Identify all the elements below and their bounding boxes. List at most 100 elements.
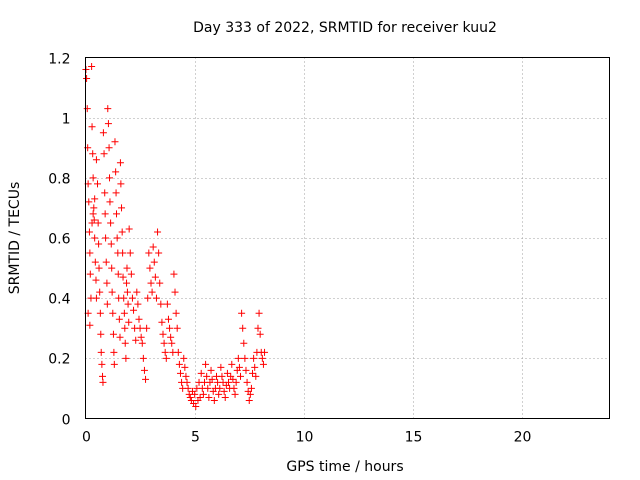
data-point [136,324,144,332]
data-point [162,354,170,362]
data-point [184,384,192,392]
data-point [90,204,98,212]
data-point [149,243,157,251]
data-point [197,369,205,377]
data-point [104,120,112,128]
data-point [167,333,175,341]
data-point [133,288,141,296]
data-point [123,288,131,296]
data-point [186,393,194,401]
data-point [135,315,143,323]
data-point [163,300,171,308]
data-point [83,105,91,113]
data-point [91,258,99,266]
data-point [168,339,176,347]
data-point [237,372,245,380]
data-point [254,324,262,332]
data-point [210,396,218,404]
data-point [124,300,132,308]
data-point [241,354,249,362]
data-point [107,240,115,248]
x-tick-label: 5 [191,430,200,446]
data-point [92,276,100,284]
data-point [139,354,147,362]
data-point [88,219,96,227]
data-point [207,366,215,374]
data-point [180,354,188,362]
x-tick-label: 15 [405,430,423,446]
data-point [159,330,167,338]
data-point [103,300,111,308]
axis-ticks [86,58,610,420]
data-point [108,288,116,296]
data-point [127,270,135,278]
data-point [114,270,122,278]
data-point [239,324,247,332]
x-axis-label: GPS time / hours [286,459,403,475]
data-point [119,273,127,281]
y-tick-label: 0.8 [48,172,70,188]
gridlines [85,57,610,419]
data-point [121,339,129,347]
scatter-points [82,63,269,410]
data-point [117,180,125,188]
data-point [121,324,129,332]
data-point [154,228,162,236]
data-point [96,288,104,296]
data-point [238,309,246,317]
data-point [92,156,100,164]
data-point [148,288,156,296]
data-point [89,174,97,182]
data-point [91,195,99,203]
data-point [105,144,113,152]
data-point [258,354,266,362]
data-point [157,300,165,308]
data-point [230,384,238,392]
data-point [161,348,169,356]
data-point [231,390,239,398]
data-point [123,279,131,287]
data-point [125,318,133,326]
data-point [88,63,96,71]
data-point [216,384,224,392]
data-point [140,366,148,374]
data-point [91,234,99,242]
data-point [99,129,107,137]
data-point [122,354,130,362]
data-point [113,234,121,242]
data-point [116,159,124,167]
data-point [251,363,259,371]
data-point [247,384,255,392]
data-point [228,360,236,368]
data-point [98,360,106,368]
data-point [225,378,233,386]
y-tick-label: 0.2 [48,352,70,368]
data-point [83,75,91,83]
data-point [232,378,240,386]
data-point [138,339,146,347]
data-point [208,375,216,383]
data-point [100,150,108,158]
data-point [88,123,96,131]
data-point [86,270,94,278]
data-point [259,360,267,368]
data-point [217,363,225,371]
data-point [243,378,251,386]
data-point [95,264,103,272]
data-point [142,375,150,383]
data-point [119,249,127,257]
data-point [134,300,142,308]
data-point [183,378,191,386]
data-point [97,348,105,356]
data-point [199,390,207,398]
data-point [128,294,136,302]
data-point [182,372,190,380]
data-point [218,372,226,380]
data-point [221,393,229,401]
data-point [109,330,117,338]
y-tick-label: 0.4 [48,292,70,308]
data-point [110,348,118,356]
data-point [173,324,181,332]
data-point [106,198,114,206]
data-point [110,360,118,368]
